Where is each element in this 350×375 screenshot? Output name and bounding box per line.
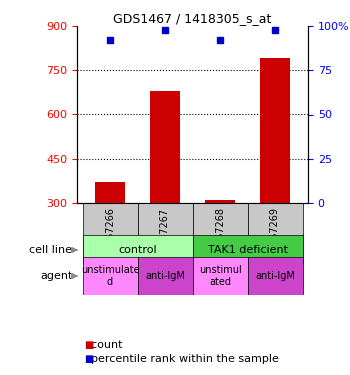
Text: GSM67266: GSM67266 xyxy=(105,207,115,261)
Text: control: control xyxy=(118,245,157,255)
Text: agent: agent xyxy=(40,271,72,281)
Text: anti-IgM: anti-IgM xyxy=(255,271,295,281)
Text: ■: ■ xyxy=(84,340,93,350)
Bar xyxy=(193,203,247,265)
Title: GDS1467 / 1418305_s_at: GDS1467 / 1418305_s_at xyxy=(113,12,272,25)
Text: GSM67267: GSM67267 xyxy=(160,207,170,261)
Bar xyxy=(83,203,138,265)
Text: TAK1 deficient: TAK1 deficient xyxy=(208,245,287,255)
Text: unstimulate
d: unstimulate d xyxy=(81,265,139,287)
Text: percentile rank within the sample: percentile rank within the sample xyxy=(84,354,279,364)
Bar xyxy=(150,91,180,203)
Text: GSM67269: GSM67269 xyxy=(270,207,280,261)
Bar xyxy=(193,257,247,295)
Bar xyxy=(247,203,302,265)
Text: GSM67268: GSM67268 xyxy=(215,207,225,261)
Text: unstimul
ated: unstimul ated xyxy=(199,265,241,287)
Text: ■: ■ xyxy=(84,354,93,364)
Bar xyxy=(205,200,235,203)
Bar xyxy=(260,58,290,203)
Bar xyxy=(95,182,125,203)
Bar xyxy=(83,235,192,265)
Bar xyxy=(138,203,193,265)
Bar xyxy=(247,257,302,295)
Text: count: count xyxy=(84,340,122,350)
Text: cell line: cell line xyxy=(29,245,72,255)
Text: anti-IgM: anti-IgM xyxy=(145,271,185,281)
Bar xyxy=(83,257,138,295)
Bar xyxy=(138,257,193,295)
Bar xyxy=(193,235,302,265)
